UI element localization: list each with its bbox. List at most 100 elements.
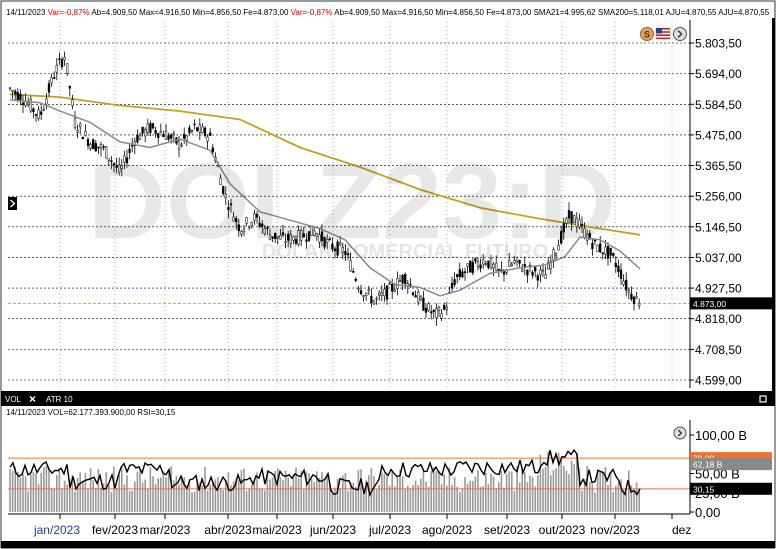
candle-body — [606, 245, 610, 259]
candle-body — [287, 233, 290, 241]
candle-body — [352, 271, 355, 273]
candle-body — [11, 90, 14, 92]
candle-body — [138, 134, 142, 140]
candle-body — [128, 148, 131, 153]
maximize-icon[interactable] — [759, 395, 767, 403]
price-tick-label: 4.599,00 — [695, 374, 742, 388]
time-tick-label: jul/2023 — [368, 523, 411, 537]
header-item: SMA21=4.995,62 — [534, 8, 598, 17]
candle-body — [466, 263, 469, 267]
candle-body — [107, 158, 110, 161]
candle-body — [136, 134, 139, 143]
candle-body — [294, 239, 298, 244]
tab-atr[interactable]: ATR 10 — [46, 395, 73, 404]
time-tick-label: nov/2023 — [590, 523, 640, 537]
candle-body — [248, 226, 251, 229]
volume-tick-label: 100,00 B — [695, 428, 747, 443]
candle-body — [279, 235, 282, 240]
candle-body — [123, 155, 126, 163]
candle-body — [313, 230, 316, 236]
candle-body — [307, 231, 311, 241]
candle-body — [622, 280, 625, 285]
candle-body — [404, 273, 407, 284]
candle-body — [232, 216, 235, 222]
header-item: AJU=4.870,55 — [718, 8, 769, 17]
candle-body — [253, 213, 256, 221]
candle-body — [463, 271, 467, 274]
candle-body — [326, 238, 329, 243]
candle-body — [575, 218, 578, 228]
candle-body — [89, 144, 92, 149]
candle-body — [55, 64, 58, 73]
time-axis: jan/2023 fev/2023 mar/2023 abr/2023 mai/2023… — [8, 513, 691, 537]
candle-body — [76, 130, 79, 133]
price-tick-label: 5.584,50 — [695, 98, 742, 112]
candle-body — [92, 139, 95, 150]
candle-body — [430, 311, 433, 314]
price-tick-label: 5.803,50 — [695, 37, 742, 51]
arrow-right-icon[interactable] — [8, 197, 17, 210]
header-item: Ab=4.909,50 — [91, 8, 139, 17]
candle-body — [305, 239, 308, 242]
svg-text:S: S — [644, 30, 650, 40]
right-edge — [772, 18, 775, 391]
candle-body — [227, 207, 230, 210]
price-axis: 5.803,50 5.694,00 5.584,50 5.475,00 5.365,50… — [689, 20, 772, 388]
candle-body — [547, 262, 550, 270]
candle-body — [534, 266, 537, 272]
candle-body — [391, 283, 394, 292]
candle-body — [357, 287, 360, 290]
candle-body — [266, 227, 269, 229]
candle-body — [164, 130, 168, 140]
time-tick-label: mar/2023 — [140, 523, 191, 537]
header-var: Var=-0,87% — [48, 8, 92, 17]
candle-body — [292, 236, 295, 241]
candle-body — [224, 194, 227, 199]
tab-vol[interactable]: VOL — [5, 395, 22, 404]
price-tick-label: 5.146,50 — [695, 220, 742, 234]
candle-body — [34, 114, 38, 116]
candle-body — [68, 85, 71, 89]
dollar-circle-icon[interactable]: S — [640, 27, 654, 41]
candle-body — [203, 127, 207, 136]
candle-body — [177, 140, 181, 150]
volume-tick-label: 0,00 — [695, 505, 720, 520]
candle-body — [599, 243, 602, 253]
candle-body — [32, 108, 35, 112]
candle-body — [141, 126, 144, 134]
candle-body — [172, 133, 175, 136]
candle-body — [341, 247, 344, 253]
header-item: Min=4.856,50 — [192, 8, 243, 17]
candle-body — [497, 269, 500, 271]
lower-chevron-icon[interactable] — [673, 426, 687, 440]
candle-body — [144, 129, 147, 137]
candle-body — [151, 123, 155, 129]
candle-body — [289, 234, 292, 244]
header-item: Min=4.856,50 — [435, 8, 486, 17]
candle-body — [539, 269, 542, 276]
candle-body — [461, 271, 464, 278]
candle-body — [544, 274, 547, 279]
lower-info: 14/11/2023 VOL=62.177.393.900,00 RSI=30,… — [6, 408, 176, 417]
candle-body — [609, 247, 612, 256]
candle-body — [567, 210, 571, 219]
candle-body — [474, 258, 477, 262]
candle-body — [565, 218, 568, 224]
panel-separator — [1, 391, 775, 406]
candle-body — [170, 134, 173, 139]
price-tick-label: 4.708,50 — [695, 343, 742, 357]
candle-body — [367, 288, 370, 292]
candle-body — [385, 285, 389, 300]
us-flag-icon[interactable] — [655, 27, 671, 40]
candle-body — [50, 77, 53, 84]
candle-body — [604, 246, 607, 255]
chevron-right-circle-icon[interactable] — [673, 27, 687, 41]
candle-body — [323, 237, 326, 248]
header-date: 14/11/2023 — [6, 8, 48, 17]
close-icon[interactable] — [29, 396, 36, 402]
candle-body — [211, 147, 214, 153]
candle-body — [97, 146, 100, 149]
header-info: 14/11/2023 Var=-0,87% Ab=4.909,50 Max=4.… — [6, 8, 770, 17]
candle-body — [37, 109, 40, 120]
tab-atr-label: ATR 10 — [46, 395, 73, 404]
